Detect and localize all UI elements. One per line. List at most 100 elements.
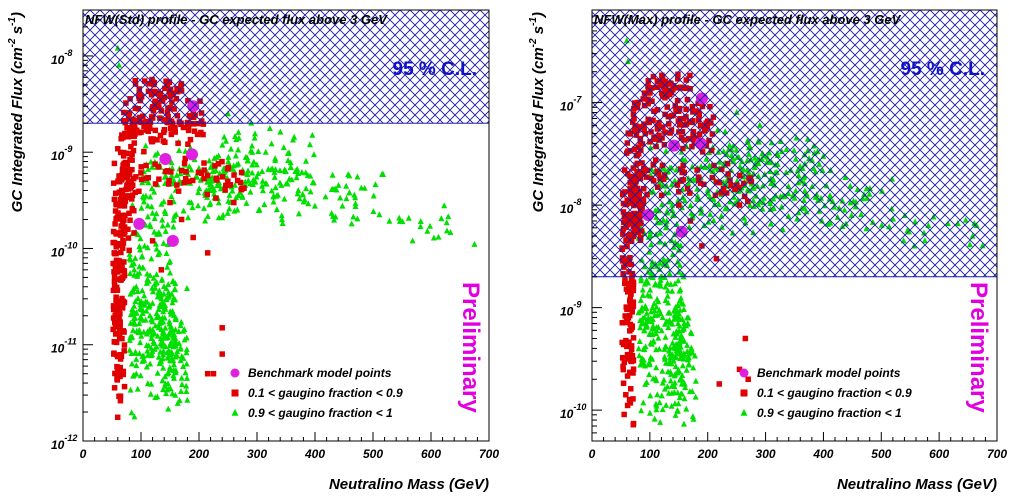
data-point	[300, 198, 307, 205]
data-point	[630, 421, 636, 428]
data-point	[239, 193, 246, 200]
data-point	[680, 420, 687, 427]
data-point	[685, 314, 692, 321]
data-point	[118, 249, 124, 256]
data-point	[226, 191, 233, 198]
data-point	[154, 393, 161, 400]
data-point	[182, 155, 189, 162]
data-point	[650, 337, 657, 344]
data-point	[231, 172, 237, 178]
data-point	[399, 218, 406, 225]
data-point	[626, 284, 632, 290]
data-point	[681, 395, 688, 402]
y-tick-label: 10-8	[51, 48, 72, 67]
data-point	[159, 222, 166, 229]
data-point	[156, 287, 163, 294]
data-point	[127, 217, 133, 223]
data-point	[200, 131, 206, 138]
data-point	[630, 285, 637, 291]
data-point	[210, 370, 217, 377]
data-point	[161, 207, 168, 214]
data-point	[184, 285, 191, 291]
data-point	[126, 247, 132, 254]
legend-marker	[739, 368, 749, 378]
data-point	[329, 171, 336, 178]
data-point	[178, 216, 185, 223]
data-point	[165, 281, 172, 288]
data-point	[120, 153, 127, 159]
data-point	[211, 190, 218, 197]
data-point	[152, 127, 159, 134]
data-point	[151, 215, 158, 222]
data-point	[168, 348, 175, 355]
data-point	[164, 370, 171, 377]
data-point	[144, 380, 151, 387]
data-point	[672, 345, 679, 352]
data-point	[117, 173, 124, 180]
data-point	[430, 234, 437, 241]
data-point	[119, 132, 125, 138]
data-point	[310, 151, 317, 158]
data-point	[170, 361, 177, 368]
data-point	[352, 203, 359, 210]
data-point	[149, 299, 156, 306]
data-point	[114, 301, 121, 308]
data-point	[137, 235, 144, 242]
data-point	[227, 182, 233, 188]
data-point	[127, 311, 134, 318]
data-point	[123, 150, 130, 157]
data-point	[158, 299, 165, 306]
data-point	[671, 315, 678, 322]
data-point	[175, 328, 182, 335]
data-point	[259, 187, 266, 194]
data-point	[156, 360, 163, 367]
data-point	[149, 351, 156, 358]
y-tick-label: 10-9	[51, 144, 72, 163]
data-point	[279, 220, 286, 227]
data-point	[142, 192, 149, 199]
data-point	[653, 364, 660, 371]
data-point	[638, 356, 645, 363]
data-point	[270, 198, 277, 205]
legend-label: Benchmark model points	[757, 366, 901, 380]
data-point	[144, 298, 151, 305]
data-point	[169, 299, 176, 306]
data-point	[130, 372, 137, 379]
data-point	[119, 295, 125, 302]
data-point	[664, 383, 671, 390]
data-point	[337, 194, 344, 201]
data-point	[132, 348, 139, 355]
data-point	[225, 158, 232, 165]
data-point	[447, 229, 454, 236]
data-point	[659, 406, 666, 413]
data-point	[113, 244, 119, 250]
data-point	[692, 393, 699, 400]
data-point	[656, 306, 663, 313]
data-point	[653, 377, 660, 384]
data-point	[669, 287, 676, 294]
data-point	[141, 123, 147, 130]
data-point	[113, 294, 119, 300]
data-point	[659, 314, 666, 321]
data-point	[117, 203, 123, 209]
data-point	[716, 381, 723, 387]
data-point	[622, 277, 628, 283]
data-point	[180, 207, 187, 214]
data-point	[372, 181, 379, 188]
data-point	[646, 359, 653, 365]
data-point	[642, 320, 649, 327]
data-point	[119, 245, 126, 251]
data-point	[118, 149, 124, 156]
data-point	[627, 288, 634, 295]
data-point	[140, 307, 147, 314]
data-point	[172, 367, 179, 373]
data-point	[329, 212, 336, 219]
data-point	[143, 363, 150, 370]
data-point	[417, 218, 424, 225]
x-tick-label: 300	[756, 447, 776, 461]
data-point	[270, 192, 277, 199]
data-point	[155, 251, 162, 257]
y-tick-label: 10-11	[51, 337, 77, 356]
x-tick-label: 500	[363, 447, 383, 461]
data-point	[141, 292, 148, 299]
